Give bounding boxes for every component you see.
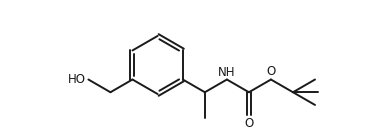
Text: O: O (244, 117, 254, 130)
Text: NH: NH (218, 66, 236, 79)
Text: O: O (266, 65, 276, 78)
Text: HO: HO (68, 73, 86, 86)
